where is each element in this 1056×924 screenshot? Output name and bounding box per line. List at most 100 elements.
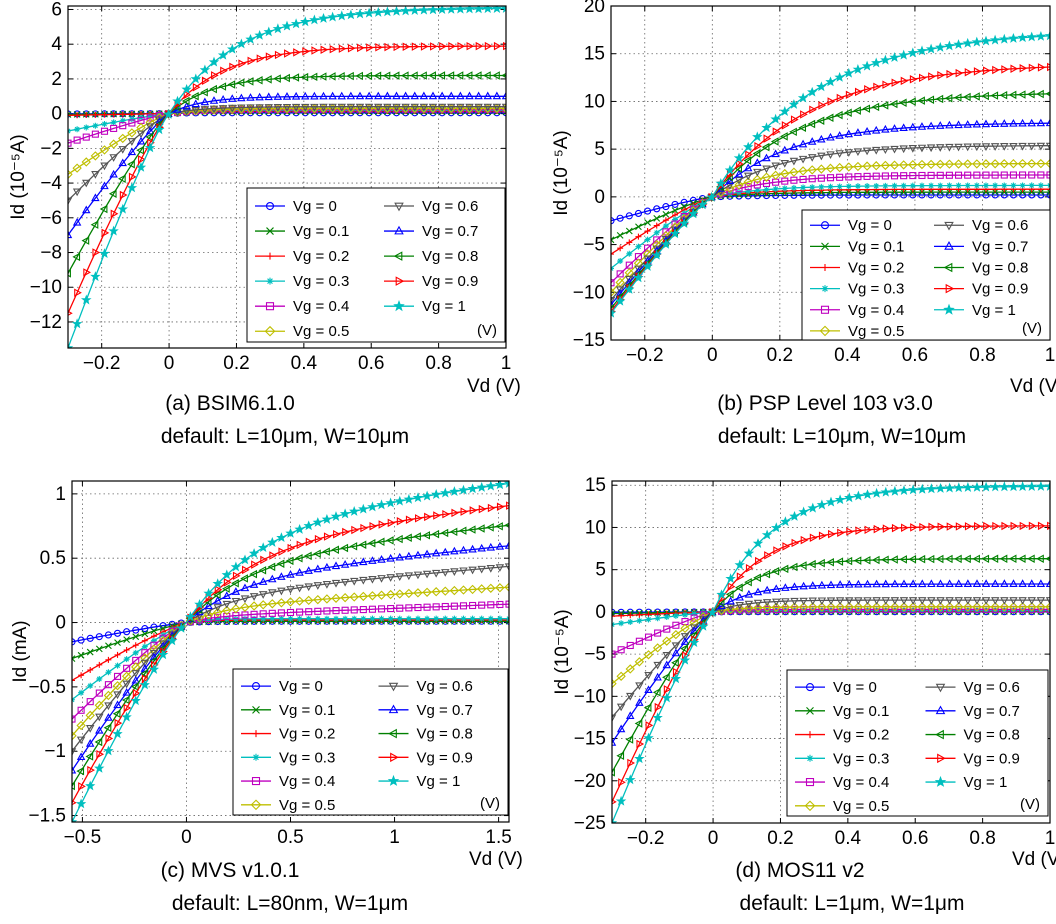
data-point — [790, 184, 797, 191]
data-point — [615, 795, 627, 806]
data-point — [799, 597, 808, 606]
data-point — [441, 569, 450, 577]
data-point — [653, 222, 660, 229]
data-point — [94, 700, 104, 710]
data-point — [862, 489, 873, 499]
data-point — [863, 597, 872, 605]
data-point — [936, 171, 944, 179]
x-tick-label: 1 — [389, 827, 400, 848]
data-point — [744, 577, 752, 587]
data-point — [122, 680, 131, 689]
data-point — [1028, 171, 1036, 179]
data-point — [872, 172, 880, 180]
data-point — [636, 611, 643, 618]
data-point — [291, 91, 301, 100]
data-point — [135, 162, 147, 172]
data-point — [478, 504, 487, 514]
y-tick-label: −12 — [30, 312, 62, 333]
data-point — [301, 91, 310, 100]
data-point — [1009, 579, 1018, 587]
data-point — [368, 575, 377, 584]
data-point — [260, 555, 268, 565]
data-point — [385, 497, 396, 508]
data-point — [449, 486, 460, 496]
data-point — [807, 119, 816, 129]
data-point — [396, 517, 405, 526]
legend-entry: Vg = 0.4 — [293, 298, 349, 315]
data-point — [1037, 63, 1046, 72]
data-point — [837, 528, 845, 537]
data-point — [456, 91, 465, 100]
data-point — [440, 528, 449, 538]
data-point — [212, 578, 223, 589]
data-point — [835, 557, 844, 566]
legend-box — [786, 669, 1049, 817]
data-point — [835, 597, 845, 605]
data-point — [682, 611, 688, 618]
data-point — [446, 6, 457, 14]
legend-entry: Vg = 0.7 — [964, 703, 1020, 720]
data-point — [145, 132, 154, 142]
data-point — [238, 59, 247, 68]
data-point — [387, 518, 396, 528]
data-point — [945, 579, 954, 588]
legend-entry: Vg = 0.3 — [848, 281, 904, 298]
data-point — [123, 636, 131, 644]
data-point — [144, 142, 156, 153]
data-point — [385, 536, 394, 545]
data-point — [330, 511, 342, 521]
series-group — [612, 481, 1050, 823]
data-point — [358, 591, 369, 602]
data-point — [437, 71, 446, 80]
data-point — [114, 651, 121, 658]
chart-panel-b: −0.2 0 0.2 0.4 0.6 0.8 1 −15 −10 −5 0 5 10 15 20 Vd (V)… — [551, 0, 1056, 448]
data-point — [852, 63, 864, 74]
data-point — [158, 636, 168, 646]
data-point — [733, 152, 745, 163]
data-point — [68, 112, 71, 119]
data-point — [101, 121, 108, 128]
data-point — [364, 71, 373, 81]
data-point — [908, 555, 917, 564]
data-point — [236, 78, 245, 88]
data-point — [973, 171, 981, 179]
data-point — [616, 703, 626, 712]
data-point — [110, 124, 118, 132]
data-point — [422, 549, 432, 558]
data-point — [1027, 602, 1037, 612]
data-point — [300, 72, 309, 82]
data-point — [844, 602, 854, 612]
data-point — [755, 556, 763, 566]
data-point — [113, 691, 122, 700]
data-point — [798, 166, 808, 176]
panel-subcaption: default: L=10μm, W=10μm — [161, 425, 409, 448]
series-line-4 — [72, 603, 509, 720]
data-point — [981, 91, 989, 101]
data-point — [410, 91, 419, 100]
data-point — [663, 625, 671, 633]
data-point — [217, 49, 229, 60]
data-point — [899, 579, 909, 588]
data-point — [762, 569, 771, 579]
data-point — [483, 91, 492, 100]
y-tick-label: 0 — [595, 602, 606, 623]
data-point — [478, 601, 486, 609]
data-point — [313, 582, 323, 590]
data-point — [752, 174, 763, 185]
data-point — [843, 67, 854, 78]
data-point — [680, 644, 688, 653]
data-point — [907, 47, 918, 58]
data-point — [504, 563, 509, 572]
data-point — [689, 624, 699, 633]
data-point — [753, 168, 762, 177]
data-point — [891, 182, 898, 189]
data-point — [467, 483, 478, 494]
data-point — [780, 602, 791, 612]
y-tick-label: 10 — [585, 517, 606, 538]
legend-marker — [393, 300, 405, 312]
y-tick-label: 0 — [51, 104, 62, 125]
data-point — [626, 239, 633, 246]
data-point — [286, 586, 295, 594]
data-point — [150, 623, 158, 631]
data-point — [382, 71, 391, 80]
